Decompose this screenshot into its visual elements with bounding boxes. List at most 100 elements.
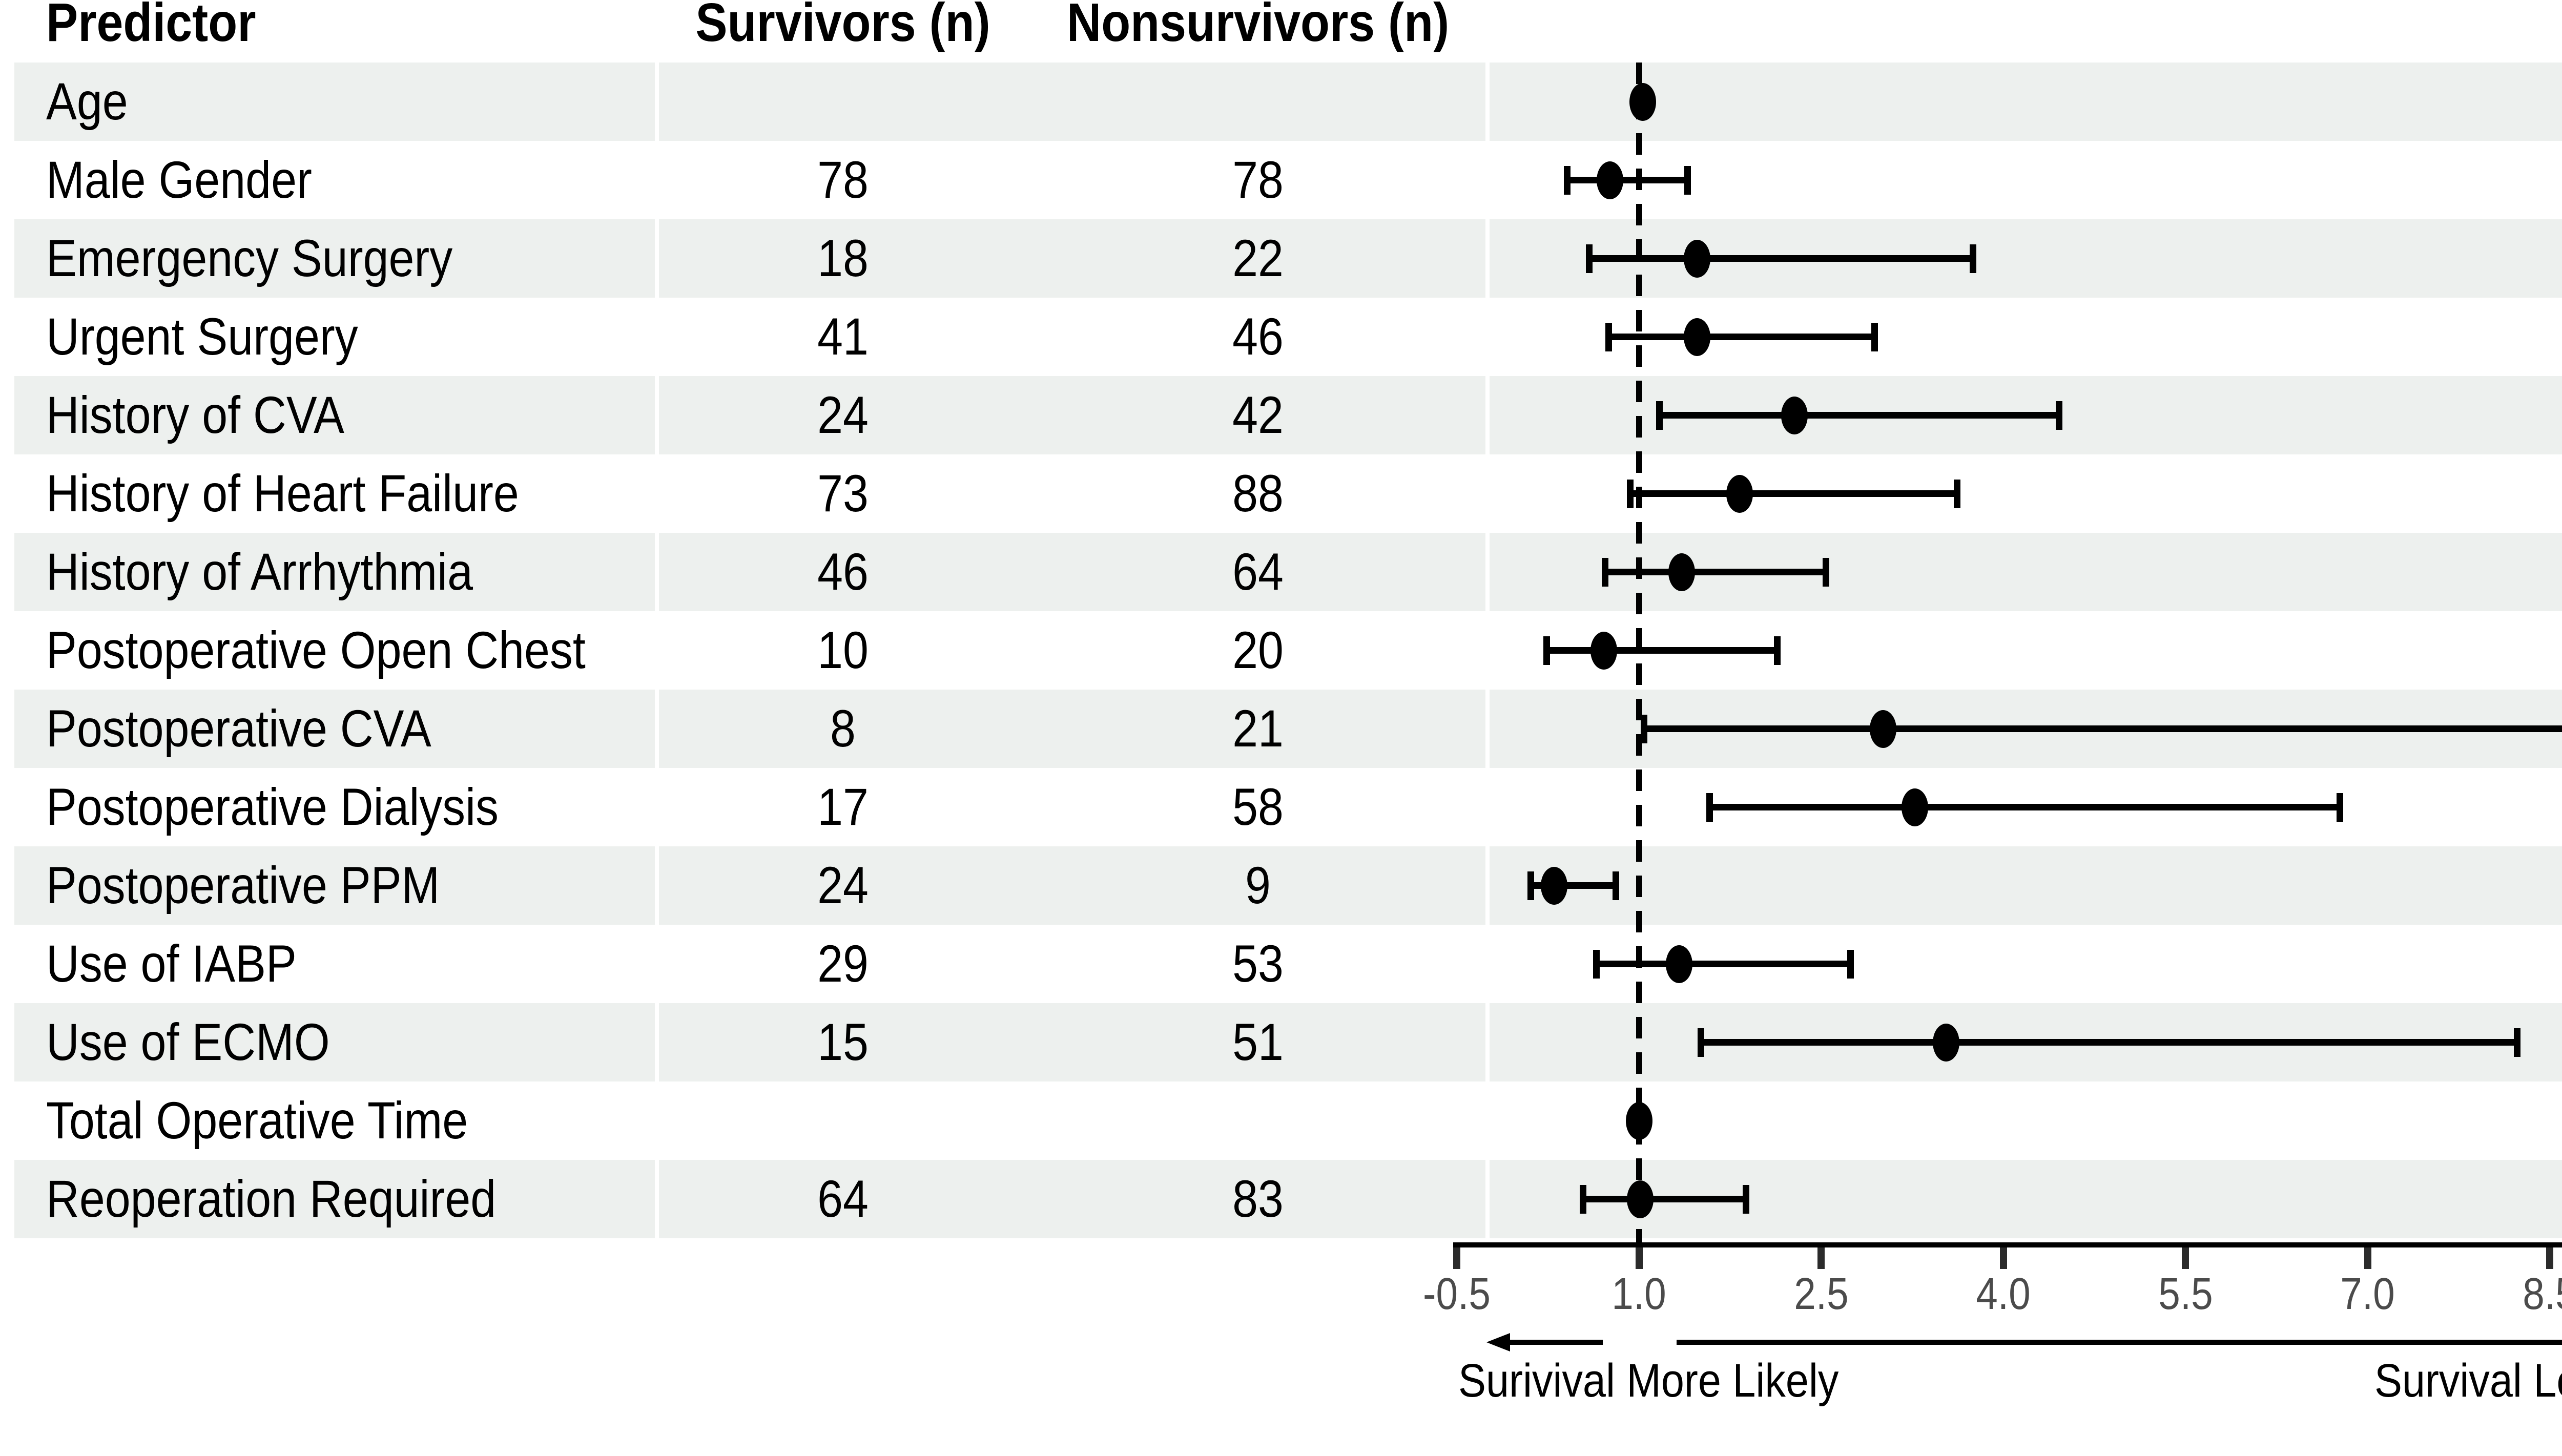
predictor-label: Postoperative Dialysis xyxy=(46,778,499,836)
ci-whisker xyxy=(1546,647,1778,654)
row-stripe xyxy=(659,1081,1485,1160)
forest-dot xyxy=(1626,1180,1654,1218)
row-stripe xyxy=(659,141,1485,219)
ci-whisker xyxy=(1608,334,1875,340)
ci-cap-left xyxy=(1593,949,1600,979)
x-axis-tick xyxy=(1635,1247,1643,1269)
table-row: Male Gender78780.76 (0.41-1.40)0.379 xyxy=(0,141,2562,219)
column-header-predictor: Predictor xyxy=(46,0,256,53)
row-stripe xyxy=(659,611,1485,690)
x-axis-tick-label: 7.0 xyxy=(2291,1270,2445,1318)
predictor-label: Use of ECMO xyxy=(46,1013,330,1071)
table-row: Postoperative Dialysis17583.27 (1.58-6.7… xyxy=(0,768,2562,846)
ci-whisker xyxy=(1701,1039,2517,1046)
row-stripe xyxy=(659,533,1485,611)
forest-dot xyxy=(1684,239,1711,278)
ci-cap-right xyxy=(1954,479,1961,508)
survivors-count: 24 xyxy=(817,386,869,444)
row-stripe xyxy=(14,63,655,141)
ci-cap-left xyxy=(1697,1028,1704,1057)
row-stripe xyxy=(14,846,655,925)
nonsurvivors-count: 22 xyxy=(1232,229,1284,287)
predictor-label: Age xyxy=(46,72,128,131)
predictor-label: Postoperative CVA xyxy=(46,699,431,758)
ci-whisker xyxy=(1605,569,1826,575)
predictor-label: History of Arrhythmia xyxy=(46,543,473,601)
ci-cap-right xyxy=(1774,636,1781,665)
x-axis-tick-label: 4.0 xyxy=(1927,1270,2080,1318)
ci-cap-left xyxy=(1580,1184,1587,1214)
forest-dot xyxy=(1540,866,1567,905)
row-stripe xyxy=(659,846,1485,925)
x-axis-tick-label-text: -0.5 xyxy=(1423,1269,1491,1319)
table-row: Age1.03 (1.01-1.05)0.016* xyxy=(0,63,2562,141)
table-row: Postoperative PPM2490.30 (0.11-0.81)0.01… xyxy=(0,846,2562,925)
row-stripe xyxy=(659,298,1485,376)
ci-cap-right xyxy=(2513,1028,2520,1057)
ci-whisker xyxy=(1709,804,2340,810)
row-stripe xyxy=(14,219,655,298)
table-row: History of Heart Failure73881.83 (0.93-3… xyxy=(0,454,2562,533)
predictor-label: Postoperative PPM xyxy=(46,856,440,914)
row-stripe xyxy=(659,376,1485,454)
x-axis-tick-label-text: 5.5 xyxy=(2158,1269,2213,1319)
ci-cap-left xyxy=(1585,244,1593,273)
forest-dot xyxy=(1665,945,1692,983)
survivors-count: 24 xyxy=(817,856,869,914)
ci-whisker xyxy=(1589,255,1973,262)
nonsurvivors-count: 53 xyxy=(1232,934,1284,993)
ci-whisker xyxy=(1596,961,1851,967)
ci-cap-right xyxy=(1969,244,1976,273)
table-row: Urgent Surgery41461.48 (0.75-2.94)0.258 xyxy=(0,298,2562,376)
predictor-label: Total Operative Time xyxy=(46,1091,468,1150)
survivors-count: 15 xyxy=(817,1013,869,1071)
x-axis-tick-label: 8.5 xyxy=(2473,1270,2562,1318)
predictor-label: Emergency Surgery xyxy=(46,229,453,287)
ci-whisker xyxy=(1644,725,2562,732)
row-stripe xyxy=(1490,846,2562,925)
nonsurvivors-count: 21 xyxy=(1232,699,1284,758)
ci-cap-left xyxy=(1706,793,1713,822)
x-axis-tick-label-text: 4.0 xyxy=(1976,1269,2031,1319)
predictor-label: Postoperative Open Chest xyxy=(46,621,586,679)
table-row: History of Arrhythmia46641.35 (0.72-2.54… xyxy=(0,533,2562,611)
ci-cap-right xyxy=(1684,165,1691,195)
nonsurvivors-count: 20 xyxy=(1232,621,1284,679)
ci-cap-right xyxy=(2056,401,2063,430)
column-header-nonsurvivors: Nonsurvivors (n) xyxy=(1066,0,1450,53)
x-axis-tick xyxy=(2182,1247,2189,1269)
row-stripe xyxy=(14,376,655,454)
x-axis-tick-label-text: 8.5 xyxy=(2523,1269,2562,1319)
arrow-right-line xyxy=(1677,1340,2562,1345)
ci-cap-right xyxy=(1847,949,1854,979)
x-axis-tick xyxy=(1999,1247,2007,1269)
table-row: History of CVA24422.28 (1.17-4.46)0.016* xyxy=(0,376,2562,454)
row-stripe xyxy=(659,768,1485,846)
nonsurvivors-count: 42 xyxy=(1232,386,1284,444)
forest-dot xyxy=(1684,318,1711,356)
predictor-label: Use of IABP xyxy=(46,934,297,993)
row-stripe xyxy=(659,454,1485,533)
predictor-label: Urgent Surgery xyxy=(46,307,358,366)
ci-cap-left xyxy=(1564,165,1571,195)
ci-cap-left xyxy=(1605,322,1612,351)
x-axis xyxy=(1453,1242,2562,1247)
table-row: Use of IABP29531.33 (0.65-2.74)0.440 xyxy=(0,925,2562,1003)
ci-cap-right xyxy=(2336,793,2343,822)
table-row: Total Operative Time1.00 (1.00-1.00)0.35… xyxy=(0,1081,2562,1160)
row-stripe xyxy=(14,1160,655,1238)
ci-whisker xyxy=(1567,177,1688,183)
x-axis-tick-label-text: 2.5 xyxy=(1793,1269,1849,1319)
nonsurvivors-count: 88 xyxy=(1232,464,1284,523)
table-row: Reoperation Required64831.01 (0.54-1.88)… xyxy=(0,1160,2562,1238)
ci-cap-left xyxy=(1527,871,1535,900)
survivors-count: 17 xyxy=(817,778,869,836)
ci-cap-left xyxy=(1627,479,1634,508)
nonsurvivors-count: 64 xyxy=(1232,543,1284,601)
table-row: Emergency Surgery18221.48 (0.59-3.75)0.4… xyxy=(0,219,2562,298)
nonsurvivors-count: 58 xyxy=(1232,778,1284,836)
ci-cap-left xyxy=(1543,636,1550,665)
ci-cap-right xyxy=(1742,1184,1749,1214)
ci-cap-left xyxy=(1640,714,1647,743)
